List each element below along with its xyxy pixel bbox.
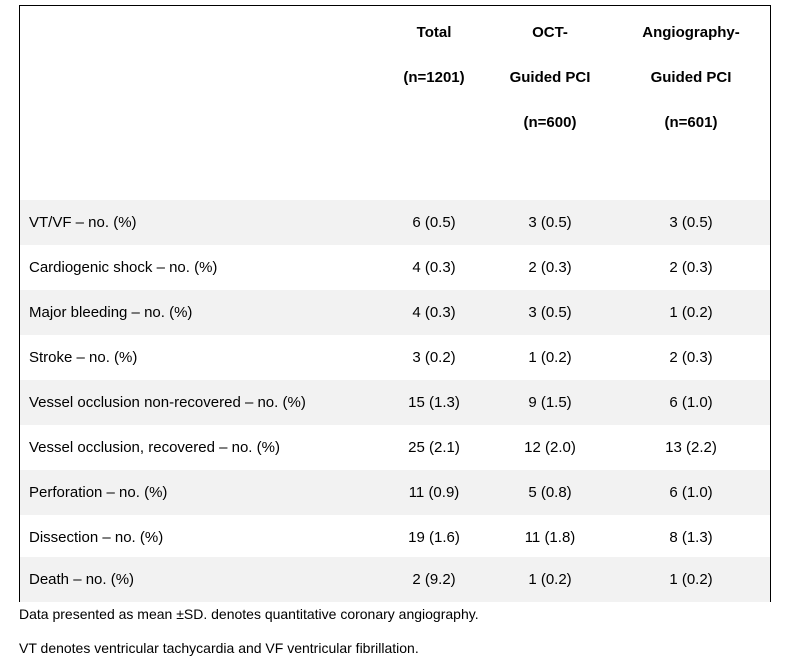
cell-oct: 1 (0.2) xyxy=(528,571,572,588)
cell-angio: 2 (0.3) xyxy=(669,349,713,366)
footnote-mean-sd: Data presented as mean ±SD. denotes quan… xyxy=(19,606,479,622)
cell-angio: 2 (0.3) xyxy=(669,259,713,276)
row-label: VT/VF – no. (%) xyxy=(29,214,137,231)
table-row-cardiogenic-shock: Cardiogenic shock – no. (%) 4 (0.3) 2 (0… xyxy=(20,245,770,290)
cell-oct: 3 (0.5) xyxy=(528,304,572,321)
table-row-perforation: Perforation – no. (%) 11 (0.9) 5 (0.8) 6… xyxy=(20,470,770,515)
row-label: Cardiogenic shock – no. (%) xyxy=(29,259,218,276)
cell-total: 3 (0.2) xyxy=(412,349,456,366)
header-total-line-2: (n=1201) xyxy=(403,69,465,86)
table-row-dissection: Dissection – no. (%) 19 (1.6) 11 (1.8) 8… xyxy=(20,515,770,560)
table-row-stroke: Stroke – no. (%) 3 (0.2) 1 (0.2) 2 (0.3) xyxy=(20,335,770,380)
cell-angio: 13 (2.2) xyxy=(665,439,717,456)
footnote-vt-vf: VT denotes ventricular tachycardia and V… xyxy=(19,640,419,656)
table-row-death: Death – no. (%) 2 (9.2) 1 (0.2) 1 (0.2) xyxy=(20,557,770,602)
cell-angio: 3 (0.5) xyxy=(669,214,713,231)
cell-total: 15 (1.3) xyxy=(408,394,460,411)
table-row-vt-vf: VT/VF – no. (%) 6 (0.5) 3 (0.5) 3 (0.5) xyxy=(20,200,770,245)
header-angio-line-1: Angiography- xyxy=(642,24,740,41)
cell-total: 25 (2.1) xyxy=(408,439,460,456)
cell-oct: 1 (0.2) xyxy=(528,349,572,366)
row-label: Dissection – no. (%) xyxy=(29,529,164,546)
cell-angio: 6 (1.0) xyxy=(669,394,713,411)
header-angio-line-3: (n=601) xyxy=(664,114,718,131)
row-label: Stroke – no. (%) xyxy=(29,349,138,366)
row-label: Perforation – no. (%) xyxy=(29,484,168,501)
cell-total: 2 (9.2) xyxy=(412,571,456,588)
cell-angio: 6 (1.0) xyxy=(669,484,713,501)
cell-angio: 8 (1.3) xyxy=(669,529,713,546)
cell-oct: 12 (2.0) xyxy=(524,439,576,456)
cell-total: 4 (0.3) xyxy=(412,259,456,276)
table-row-vessel-occlusion-non-recovered: Vessel occlusion non-recovered – no. (%)… xyxy=(20,380,770,425)
cell-total: 19 (1.6) xyxy=(408,529,460,546)
header-oct-line-1: OCT- xyxy=(532,24,568,41)
table-row-major-bleeding: Major bleeding – no. (%) 4 (0.3) 3 (0.5)… xyxy=(20,290,770,335)
complications-table: Total (n=1201) OCT- Guided PCI (n=600) A… xyxy=(19,5,771,602)
header-total-line-1: Total xyxy=(416,24,452,41)
header-oct-line-2: Guided PCI xyxy=(509,69,591,86)
row-label: Vessel occlusion, recovered – no. (%) xyxy=(29,439,280,456)
header-oct-line-3: (n=600) xyxy=(523,114,577,131)
row-label: Major bleeding – no. (%) xyxy=(29,304,193,321)
cell-oct: 9 (1.5) xyxy=(528,394,572,411)
cell-angio: 1 (0.2) xyxy=(669,304,713,321)
cell-total: 6 (0.5) xyxy=(412,214,456,231)
cell-oct: 2 (0.3) xyxy=(528,259,572,276)
header-angio-line-2: Guided PCI xyxy=(650,69,732,86)
row-label: Vessel occlusion non-recovered – no. (%) xyxy=(29,394,306,411)
cell-oct: 3 (0.5) xyxy=(528,214,572,231)
row-label: Death – no. (%) xyxy=(29,571,135,588)
cell-total: 11 (0.9) xyxy=(408,484,460,501)
table-row-vessel-occlusion-recovered: Vessel occlusion, recovered – no. (%) 25… xyxy=(20,425,770,470)
cell-oct: 11 (1.8) xyxy=(524,529,576,546)
cell-total: 4 (0.3) xyxy=(412,304,456,321)
cell-oct: 5 (0.8) xyxy=(528,484,572,501)
cell-angio: 1 (0.2) xyxy=(669,571,713,588)
